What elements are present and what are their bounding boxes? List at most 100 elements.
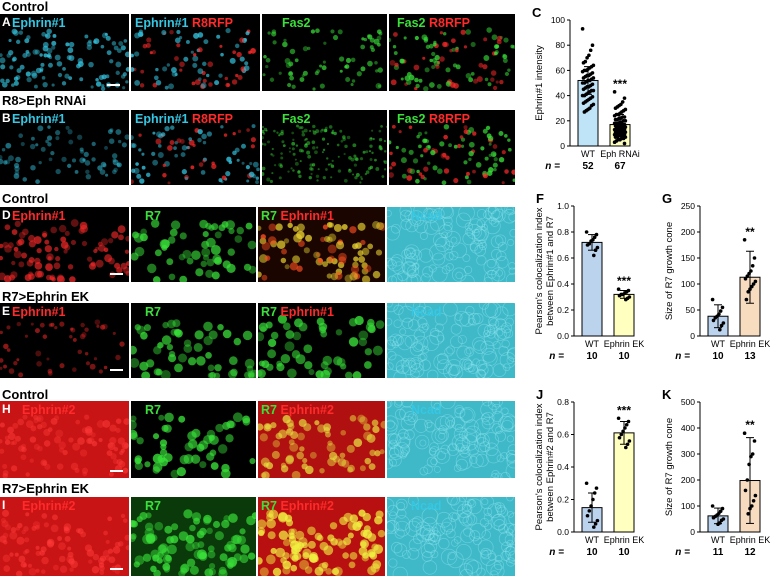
label-ncad: Ncad <box>411 499 442 513</box>
micrograph-a4: Fas2 R8RFP <box>389 14 515 91</box>
chart-svg: C 0 20 40 60 80 100 Ephrin#1 intensity WT 52 *** Ep… <box>532 5 640 172</box>
data-point <box>580 69 585 74</box>
data-point <box>747 462 751 467</box>
category-label: Ephrin EK <box>730 535 771 545</box>
label-merge: Ephrin#1 R8RFP <box>135 16 233 30</box>
label-ephrin1: Ephrin#1 <box>12 209 66 223</box>
data-point <box>751 499 756 503</box>
data-point <box>592 525 596 529</box>
chart-j: J 0.0 0.2 0.4 0.6 0.8 Pearson's colocalization… <box>522 386 650 576</box>
micrograph-b3: Fas2 <box>262 110 387 185</box>
data-point <box>591 497 595 502</box>
micrograph-b4: Fas2 R8RFP <box>389 110 515 185</box>
data-point <box>624 297 628 302</box>
y-tick-label: 0.0 <box>557 331 569 341</box>
scale-bar <box>110 369 123 371</box>
y-tick-label: 200 <box>681 227 695 237</box>
data-point <box>742 431 747 435</box>
data-point <box>581 101 586 105</box>
data-point <box>613 117 618 122</box>
n-value: 10 <box>712 351 724 362</box>
label-merge: Ephrin#1 R8RFP <box>135 112 233 126</box>
y-tick-label: 300 <box>681 449 695 459</box>
y-tick-label: 0.2 <box>557 305 569 315</box>
n-value: 11 <box>713 547 724 558</box>
micrograph-e2: R7 <box>131 303 256 378</box>
y-tick-label: 150 <box>681 253 695 263</box>
data-point <box>613 135 618 139</box>
category-label: Ephrin EK <box>604 535 645 545</box>
label-r7: R7 <box>145 305 161 319</box>
data-point <box>580 27 585 31</box>
data-point <box>750 504 754 508</box>
data-point <box>590 43 595 47</box>
n-label: n = <box>545 161 560 172</box>
data-point <box>620 100 625 104</box>
micrograph-i1: I Ephrin#2 <box>0 497 129 576</box>
panel-letter-a: A <box>2 15 11 29</box>
label-ncad: Ncad <box>411 209 442 223</box>
chart-svg: G 0 50 100 150 200 250 Size of R7 growth cone WT… <box>662 191 770 362</box>
n-label: n = <box>675 547 690 558</box>
data-point <box>617 435 622 440</box>
micrograph-e3: R7 Ephrin#1 <box>258 303 385 378</box>
y-tick-label: 400 <box>681 423 695 433</box>
y-tick-label: 0.8 <box>557 227 569 237</box>
chart-letter: C <box>532 5 542 20</box>
micrograph-a3: Fas2 <box>262 14 387 91</box>
micrograph-h4-texture <box>387 401 515 478</box>
data-point <box>710 297 715 302</box>
significance-stars: *** <box>613 77 627 91</box>
significance-stars: ** <box>745 225 755 239</box>
y-axis-label: Ephrin#1 intensity <box>534 45 545 121</box>
y-tick-label: 60 <box>556 65 566 75</box>
micrograph-b2: Ephrin#1 R8RFP <box>131 110 260 185</box>
micrograph-d2: R7 <box>131 207 256 282</box>
label-fas2: Fas2 <box>282 112 311 126</box>
y-tick-label: 0.2 <box>557 495 569 505</box>
chart-letter: K <box>662 387 672 402</box>
micrograph-d1-texture <box>0 207 129 282</box>
label-ephrin2: Ephrin#2 <box>280 499 334 513</box>
data-point <box>750 452 755 456</box>
n-value: 13 <box>744 351 756 362</box>
micrograph-i3-texture <box>258 497 385 576</box>
data-point <box>753 493 758 498</box>
micrograph-a1-texture <box>0 14 129 91</box>
data-point <box>625 442 630 447</box>
micrograph-i2-texture <box>131 497 256 576</box>
chart-k: K 0 100 200 300 400 500 Size of R7 growth cone W… <box>650 386 780 576</box>
micrograph-h2-texture <box>131 401 256 478</box>
label-r7: R7 <box>261 305 277 319</box>
data-point <box>720 506 725 511</box>
micrograph-b1: B Ephrin#1 <box>0 110 129 185</box>
label-r8rfp: R8RFP <box>191 112 233 126</box>
data-point <box>584 481 589 486</box>
chart-letter: F <box>536 191 544 206</box>
data-point <box>719 518 724 523</box>
y-tick-label: 0.4 <box>557 279 569 289</box>
data-point <box>580 93 585 98</box>
scale-bar <box>110 568 123 570</box>
y-tick-label: 200 <box>681 475 695 485</box>
micrograph-e1-texture <box>0 303 129 378</box>
data-point <box>745 478 750 482</box>
y-axis-label: Pearson's colocalization index <box>534 403 545 530</box>
data-point <box>593 248 598 252</box>
category-label: WT <box>585 535 599 545</box>
label-ncad: Ncad <box>411 403 442 417</box>
category-label: WT <box>585 339 599 349</box>
data-point <box>619 432 624 437</box>
y-tick-label: 20 <box>556 116 566 126</box>
micrograph-i3: R7 Ephrin#2 <box>258 497 385 576</box>
n-value: 10 <box>618 351 630 362</box>
y-axis-label: Size of R7 growth cone <box>664 222 675 320</box>
y-tick-label: 500 <box>681 397 695 407</box>
data-point <box>720 305 725 310</box>
chart-g: G 0 50 100 150 200 250 Size of R7 growth cone WT… <box>650 190 780 380</box>
micrograph-d3: R7 Ephrin#1 <box>258 207 385 282</box>
label-merge: R7 Ephrin#1 <box>261 305 334 319</box>
data-point <box>616 416 621 421</box>
data-point <box>750 284 754 289</box>
panel-letter-d: D <box>2 208 11 222</box>
